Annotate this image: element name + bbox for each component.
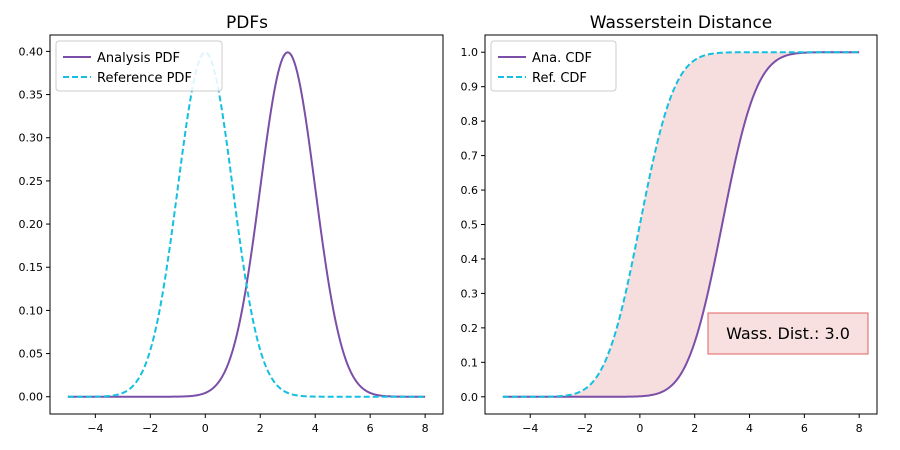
pdf-series-line-1 [67,51,426,398]
wasserstein-x-tick-label: −2 [577,422,593,435]
pdf-y-tick-label: 0.15 [19,261,44,274]
wasserstein-x-tick-label: 4 [746,422,753,435]
wasserstein-series-line-1 [502,51,860,398]
pdf-x-tick-label: 0 [202,422,209,435]
wasserstein-x-tick-label: 8 [856,422,863,435]
pdf-subplot: PDFs 0.00 0.05 0.10 0.15 0.20 0.25 0.30 0.35 0.4… [19,13,444,435]
pdf-y-tick-label: 0.25 [19,175,44,188]
wasserstein-x-tick-label: 0 [636,422,643,435]
pdf-y-tick-label: 0.35 [19,89,44,102]
pdf-y-tick-label: 0.30 [19,132,44,145]
wasserstein-legend-label-ref: Ref. CDF [532,71,587,86]
pdf-chart-title: PDFs [226,13,268,33]
pdf-x-tick-label: 6 [367,422,374,435]
pdf-x-tick-label: −4 [87,422,103,435]
pdf-y-tick-label: 0.00 [19,391,44,404]
wasserstein-annotation: Wass. Dist.: 3.0 [707,312,869,355]
wasserstein-legend-box [490,40,617,92]
cdf-difference-fill [502,52,860,397]
pdf-y-tick-label: 0.40 [19,45,44,58]
pdf-x-ticks: −4 −2 0 2 4 6 8 [87,414,429,435]
wasserstein-y-tick-label: 0.0 [461,391,479,404]
pdf-x-tick-label: 8 [422,422,429,435]
wasserstein-y-tick-label: 0.8 [461,115,479,128]
pdf-x-tick-label: 4 [312,422,319,435]
wasserstein-y-tick-label: 0.9 [461,81,479,94]
wasserstein-legend-label-ana: Ana. CDF [532,51,592,66]
wasserstein-annotation-text: Wass. Dist.: 3.0 [726,324,850,343]
pdf-legend-label-reference: Reference PDF [97,71,192,86]
wasserstein-y-tick-label: 0.5 [461,219,479,232]
pdf-series-lines [67,51,426,398]
wasserstein-y-tick-label: 0.4 [461,253,479,266]
wasserstein-y-tick-label: 0.7 [461,150,479,163]
pdf-y-ticks: 0.00 0.05 0.10 0.15 0.20 0.25 0.30 0.35 0.40 [19,45,50,404]
wasserstein-annotation-box [707,312,869,355]
wasserstein-x-ticks: −4 −2 0 2 4 6 8 [522,414,863,435]
wasserstein-chart-title: Wasserstein Distance [590,13,773,33]
pdf-legend: Analysis PDF Reference PDF [55,40,223,92]
wasserstein-x-tick-label: 6 [801,422,808,435]
wasserstein-y-tick-label: 0.1 [461,356,479,369]
pdf-x-tick-label: 2 [257,422,264,435]
pdf-y-tick-label: 0.20 [19,218,44,231]
pdf-legend-box [55,40,223,92]
pdf-y-tick-label: 0.10 [19,304,44,317]
wasserstein-y-tick-label: 0.2 [461,322,479,335]
wasserstein-series-lines [502,51,860,398]
wasserstein-x-tick-label: 2 [691,422,698,435]
wasserstein-y-tick-label: 0.6 [461,184,479,197]
wasserstein-y-tick-label: 0.3 [461,287,479,300]
wasserstein-y-tick-label: 1.0 [461,46,479,59]
wasserstein-x-tick-label: −4 [522,422,538,435]
pdf-plot-frame [49,34,444,415]
pdf-y-tick-label: 0.05 [19,348,44,361]
wasserstein-subplot: Wasserstein Distance 0.00.10.20.30.40.50… [461,13,878,435]
wasserstein-y-ticks: 0.0 0.1 0.2 0.3 0.4 0.5 0.6 0.7 0.8 0.9 1.0 [461,46,485,404]
wasserstein-legend: Ana. CDF Ref. CDF [490,40,617,92]
pdf-x-tick-label: −2 [142,422,158,435]
pdf-legend-label-analysis: Analysis PDF [97,51,180,66]
